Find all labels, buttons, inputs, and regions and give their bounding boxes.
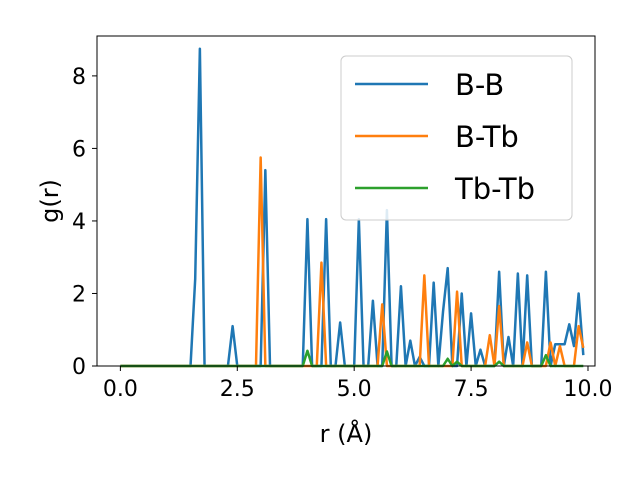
y-axis-ticks: 0 2 4 6 8 — [72, 65, 97, 380]
series-line-b-b — [120, 47, 585, 368]
x-tick-label: 10.0 — [563, 377, 612, 402]
y-tick-label: 0 — [72, 355, 86, 380]
axes-frame — [96, 35, 596, 367]
legend-label: B-B — [455, 68, 504, 102]
legend-box — [340, 55, 573, 221]
x-tick-label: 5.0 — [337, 377, 372, 402]
legend-label: B-Tb — [455, 120, 519, 154]
y-tick-label: 4 — [72, 210, 86, 235]
x-axis-label: r (Å) — [320, 419, 373, 448]
x-tick-label: 7.5 — [454, 377, 489, 402]
x-tick-label: 0.0 — [103, 377, 138, 402]
y-tick-label: 6 — [72, 137, 86, 162]
legend: B-B B-Tb Tb-Tb — [340, 55, 573, 221]
x-tick-label: 2.5 — [220, 377, 255, 402]
legend-label: Tb-Tb — [454, 172, 535, 206]
y-tick-label: 2 — [72, 282, 86, 307]
y-tick-label: 8 — [72, 65, 86, 90]
x-axis-ticks: 0.0 2.5 5.0 7.5 10.0 — [103, 366, 612, 402]
y-axis-label: g(r) — [36, 179, 64, 223]
